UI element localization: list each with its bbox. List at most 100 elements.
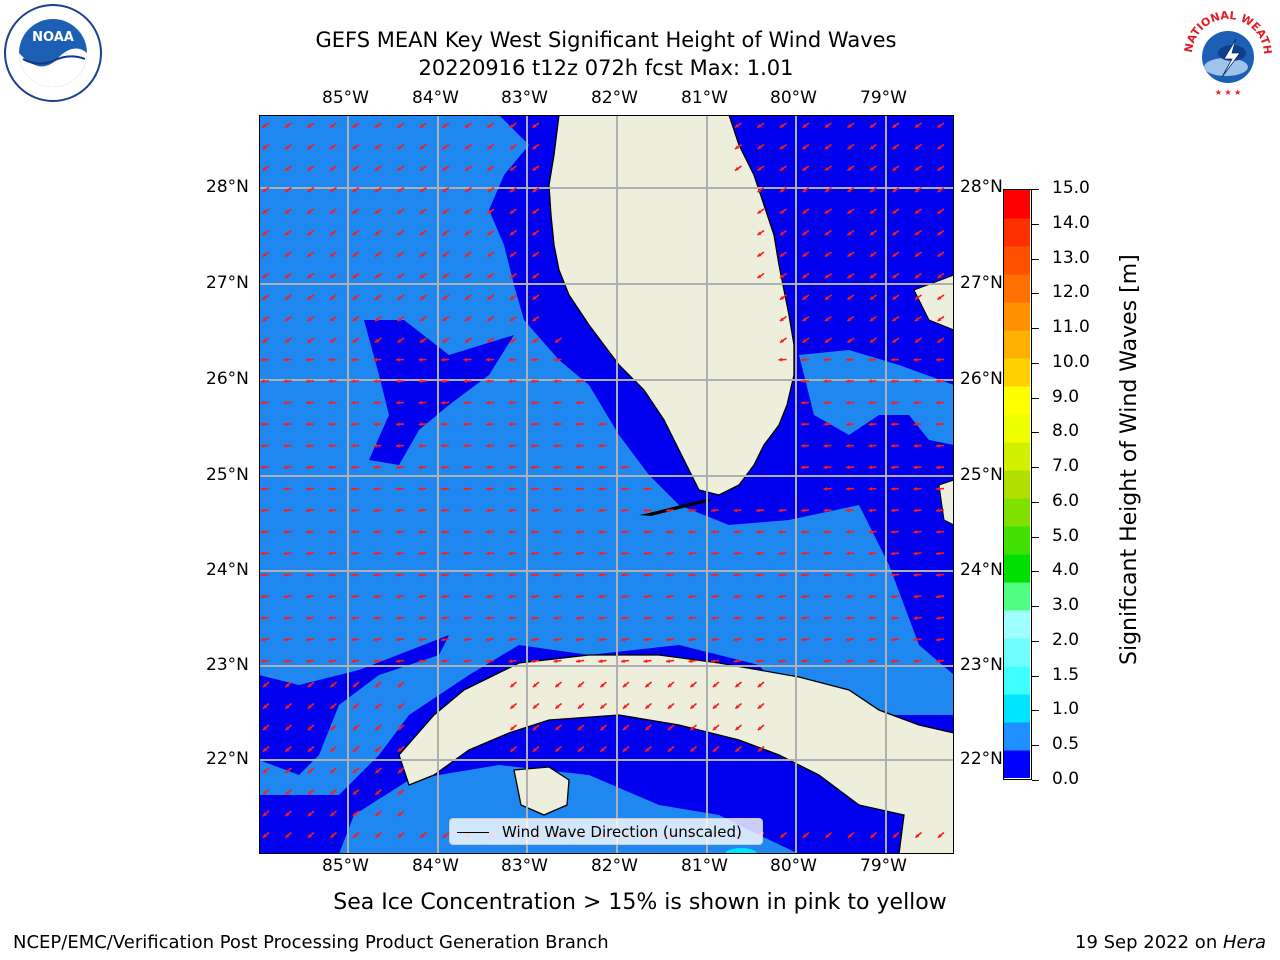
wave-arrow	[306, 186, 315, 193]
wave-arrow	[688, 573, 697, 577]
wave-arrow	[441, 122, 450, 129]
map-area[interactable]	[259, 114, 955, 860]
wave-arrow	[712, 724, 720, 731]
wave-arrow	[779, 315, 787, 322]
wave-arrow	[891, 122, 900, 129]
wave-arrow	[913, 573, 922, 577]
wave-arrow	[823, 616, 832, 620]
wave-arrow	[891, 143, 900, 150]
wave-arrow	[575, 422, 585, 427]
wave-arrow	[710, 573, 720, 577]
wave-arrow	[307, 702, 315, 710]
wave-arrow	[508, 443, 517, 448]
wave-arrow	[914, 143, 922, 150]
wave-arrow	[530, 486, 540, 491]
wave-arrow	[869, 315, 877, 322]
wave-arrow	[440, 508, 450, 513]
wave-arrow	[329, 767, 338, 774]
wave-arrow	[575, 551, 585, 556]
wave-arrow	[800, 659, 810, 664]
wave-arrow	[846, 186, 855, 193]
wave-arrow	[350, 594, 360, 599]
wave-arrow	[284, 702, 293, 710]
wave-arrow	[801, 337, 810, 344]
colorbar-tick-label: 7.0	[1052, 456, 1080, 477]
wave-arrow	[283, 379, 292, 384]
wave-arrow	[261, 165, 270, 172]
wave-arrow	[419, 186, 427, 193]
colorbar-tick-mark	[1032, 258, 1039, 260]
wave-arrow	[935, 637, 945, 642]
wave-arrow	[553, 357, 562, 362]
wave-arrow	[868, 530, 877, 534]
wave-arrow	[395, 357, 405, 362]
wave-arrow	[530, 659, 540, 664]
wave-arrow	[667, 724, 675, 731]
lat-tick-left: 28°N	[206, 177, 249, 197]
wave-arrow	[419, 337, 427, 344]
wave-arrow	[936, 272, 945, 279]
wave-arrow	[936, 208, 945, 215]
wave-arrow	[846, 229, 855, 236]
wave-arrow	[328, 573, 337, 577]
wave-arrow	[440, 357, 450, 362]
wave-arrow	[485, 594, 495, 599]
wave-arrow	[261, 315, 270, 322]
lat-tick-right: 26°N	[960, 369, 1003, 389]
wave-arrow	[936, 143, 945, 150]
wave-arrow	[418, 530, 427, 534]
wave-arrow	[868, 551, 877, 556]
wave-arrow	[869, 272, 877, 279]
wave-arrow	[463, 379, 472, 384]
wave-arrow	[374, 208, 382, 215]
wave-arrow	[397, 831, 405, 839]
colorbar-segment	[1004, 414, 1030, 443]
wave-arrow	[508, 659, 517, 664]
wave-arrow	[575, 465, 585, 470]
wave-arrow	[891, 294, 900, 301]
lon-tick-top: 82°W	[591, 88, 638, 108]
colorbar-tick-mark	[1032, 745, 1039, 747]
wave-arrow	[756, 186, 765, 193]
wave-arrow	[532, 681, 540, 688]
wave-arrow	[329, 251, 337, 258]
wave-arrow	[418, 443, 427, 448]
wave-arrow	[307, 788, 315, 796]
wave-arrow	[463, 400, 472, 405]
wave-arrow	[890, 465, 900, 470]
wave-arrow	[823, 659, 832, 664]
wave-arrow	[260, 530, 270, 534]
wave-arrow	[733, 530, 742, 534]
wave-arrow	[935, 486, 945, 491]
wave-arrow	[373, 379, 382, 384]
wave-arrow	[845, 637, 855, 642]
wave-arrow	[463, 465, 472, 470]
wave-arrow	[553, 443, 562, 448]
wave-arrow	[485, 573, 495, 577]
wave-arrow	[328, 659, 337, 664]
wave-arrow	[824, 337, 832, 344]
wave-arrow	[622, 745, 630, 753]
wave-arrow	[530, 400, 540, 405]
lon-tick-top: 79°W	[860, 88, 907, 108]
wave-arrow	[598, 465, 607, 470]
wave-arrow	[260, 422, 270, 427]
wave-arrow	[575, 594, 585, 599]
wave-arrow	[396, 122, 405, 129]
wave-arrow	[329, 294, 337, 301]
wave-arrow	[598, 594, 607, 599]
wave-arrow	[464, 315, 472, 322]
wave-arrow	[778, 659, 787, 664]
wave-arrow	[800, 443, 810, 448]
wave-arrow	[553, 573, 562, 577]
wave-arrow	[688, 659, 697, 664]
wave-arrow	[508, 530, 517, 534]
wave-arrow	[801, 186, 810, 193]
wave-arrow	[913, 616, 922, 620]
wave-arrow	[509, 229, 517, 236]
wave-arrow	[531, 315, 540, 322]
wave-arrow	[823, 422, 832, 427]
wave-arrow	[598, 443, 607, 448]
wave-arrow	[553, 486, 562, 491]
wave-arrow	[599, 745, 608, 753]
